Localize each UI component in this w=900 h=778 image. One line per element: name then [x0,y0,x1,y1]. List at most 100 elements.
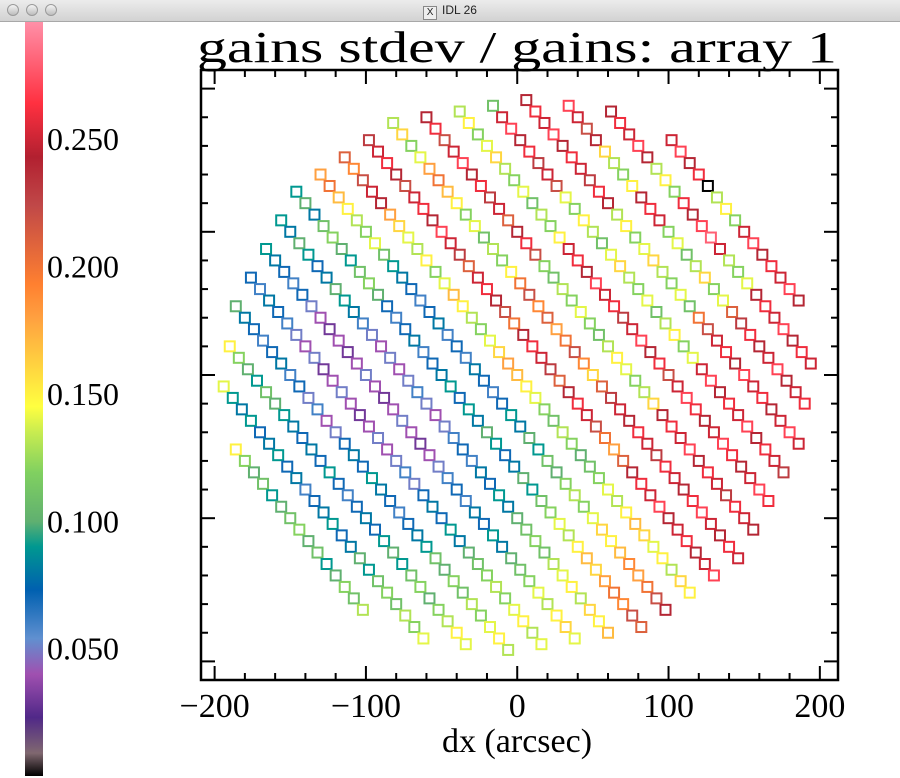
data-point [326,374,339,387]
data-point [553,517,566,530]
data-point [520,380,533,393]
data-point [589,563,602,576]
data-point [713,529,726,542]
close-window-button[interactable] [7,4,19,16]
data-point [269,397,282,410]
data-point [429,409,442,422]
data-point [429,122,442,135]
data-point [514,420,527,433]
data-point [281,317,294,330]
data-point [480,139,493,152]
data-point [659,460,672,473]
data-point [493,632,506,645]
data-point [320,271,333,284]
data-point [393,363,406,376]
data-point [372,145,385,158]
data-point [483,334,496,347]
data-point [586,512,599,525]
data-point [399,179,412,192]
data-point [523,288,536,301]
data-point [544,220,557,233]
data-point [493,489,506,502]
data-point [689,403,702,416]
data-point [411,529,424,542]
data-point [375,197,388,210]
data-point [341,346,354,359]
data-point [393,220,406,233]
data-point [674,288,687,301]
data-point [626,466,639,479]
chart-title: gains stdev / gains: array 1 [197,23,837,72]
data-point [707,283,720,296]
data-point [659,317,672,330]
data-point [738,512,751,525]
data-point [517,185,530,198]
data-point [429,552,442,565]
data-point [526,483,539,496]
data-point [378,248,391,261]
data-point [713,242,726,255]
data-point [605,535,618,548]
data-point [426,357,439,370]
data-point [623,128,636,141]
data-point [459,208,472,221]
data-point [305,300,318,313]
data-point [441,472,454,485]
data-point [689,260,702,273]
data-point [629,374,642,387]
data-point [526,340,539,353]
data-point [435,512,448,525]
data-point [532,443,545,456]
data-point [474,179,487,192]
data-point [723,540,736,553]
data-point [744,328,757,341]
data-point [468,506,481,519]
data-point [586,225,599,238]
data-point [602,340,615,353]
data-point [396,271,409,284]
data-point [598,575,611,588]
data-point [574,305,587,318]
zoom-window-button[interactable] [45,4,57,16]
data-point [275,214,288,227]
data-point [541,454,554,467]
data-point [520,94,533,107]
data-point [417,632,430,645]
colorbar-tick-label: 0.050 [47,631,119,667]
data-point [650,592,663,605]
data-point [381,300,394,313]
data-point [704,231,717,244]
data-point [447,288,460,301]
data-point [753,483,766,496]
data-point [508,603,521,616]
minimize-window-button[interactable] [26,4,38,16]
data-point [465,311,478,324]
data-point [390,454,403,467]
data-point [272,305,285,318]
data-point [254,426,267,439]
data-point [326,231,339,244]
data-point [490,580,503,593]
data-point [338,151,351,164]
data-point [278,409,291,422]
colorbar-tick-label: 0.100 [47,503,119,539]
data-point [680,391,693,404]
data-point [254,283,267,296]
data-point [477,374,490,387]
data-point [362,563,375,576]
data-point [505,122,518,135]
data-point [299,483,312,496]
data-point [520,237,533,250]
data-point [468,220,481,233]
data-point [456,443,469,456]
data-point [290,472,303,485]
data-point [381,443,394,456]
data-point [402,517,415,530]
data-point [629,517,642,530]
data-point [399,323,412,336]
data-point [417,346,430,359]
data-point [505,552,518,565]
data-point [399,466,412,479]
data-point [656,409,669,422]
data-point [586,369,599,381]
